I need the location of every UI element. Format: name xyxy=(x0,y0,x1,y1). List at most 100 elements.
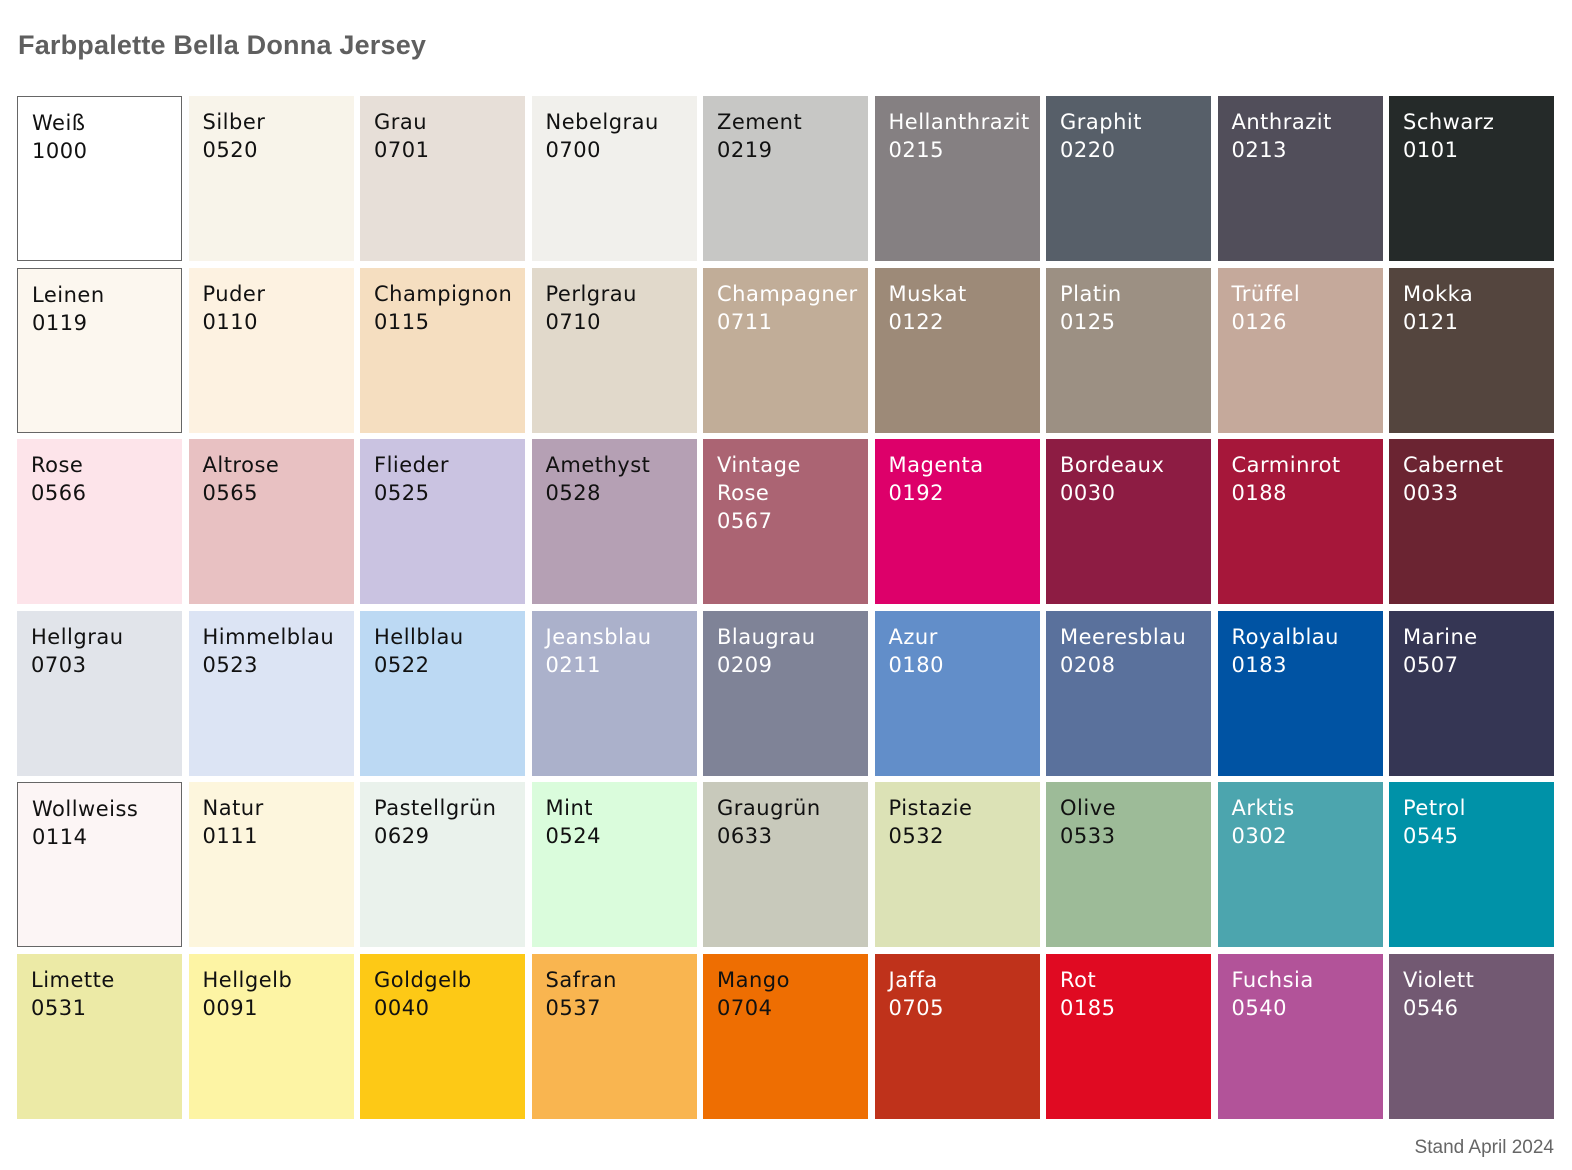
color-name: Graugrün xyxy=(717,796,821,820)
color-swatch: Mokka 0121 xyxy=(1389,267,1554,433)
color-code: 0523 xyxy=(202,652,258,677)
color-code: 0208 xyxy=(1060,652,1116,677)
color-code: 0188 xyxy=(1231,481,1287,505)
color-name: Anthrazit xyxy=(1231,110,1332,134)
color-swatch: Graugrün 0633 xyxy=(703,782,868,947)
color-name: Muskat xyxy=(888,281,967,306)
color-name: Marine xyxy=(1403,624,1478,649)
color-swatch: Mango 0704 xyxy=(703,953,868,1119)
color-swatch: Royalblau 0183 xyxy=(1217,610,1383,776)
color-name: Vintage Rose xyxy=(717,453,801,505)
color-name: Mango xyxy=(717,967,790,992)
color-code: 0537 xyxy=(545,995,601,1020)
color-code: 0525 xyxy=(374,481,430,505)
color-swatch: Weiß 1000 xyxy=(17,96,182,261)
color-code: 0119 xyxy=(32,310,88,335)
color-code: 0110 xyxy=(202,309,258,334)
color-swatch: Rose 0566 xyxy=(17,439,182,604)
color-name: Hellgrau xyxy=(31,624,124,649)
color-swatch: Schwarz 0101 xyxy=(1389,96,1554,261)
color-swatch: Muskat 0122 xyxy=(874,267,1040,433)
color-code: 0629 xyxy=(374,824,430,848)
color-swatch: Platin 0125 xyxy=(1046,267,1211,433)
color-name: Pastellgrün xyxy=(374,796,497,820)
color-code: 0220 xyxy=(1060,138,1116,162)
color-code: 0126 xyxy=(1231,309,1287,334)
color-swatch: Magenta 0192 xyxy=(874,439,1040,604)
color-code: 0531 xyxy=(31,995,87,1020)
color-name: Royalblau xyxy=(1231,624,1339,649)
color-name: Flieder xyxy=(374,453,450,477)
color-code: 0507 xyxy=(1403,652,1459,677)
color-name: Natur xyxy=(202,796,264,820)
color-code: 0209 xyxy=(717,652,773,677)
color-code: 0115 xyxy=(374,309,430,334)
color-code: 0711 xyxy=(717,309,773,334)
color-code: 0540 xyxy=(1231,995,1287,1020)
color-swatch: Grau 0701 xyxy=(360,96,525,261)
color-swatch: Pastellgrün 0629 xyxy=(360,782,525,947)
color-name: Puder xyxy=(202,281,266,306)
color-code: 0192 xyxy=(888,481,944,505)
color-code: 0710 xyxy=(545,309,601,334)
color-code: 0040 xyxy=(374,995,430,1020)
color-swatch: Jaffa 0705 xyxy=(874,953,1040,1119)
color-swatch: Cabernet 0033 xyxy=(1389,439,1554,604)
color-code: 0701 xyxy=(374,138,430,162)
color-code: 0545 xyxy=(1403,824,1459,848)
color-name: Blaugrau xyxy=(717,624,816,649)
color-name: Jaffa xyxy=(888,967,938,992)
color-swatch: Azur 0180 xyxy=(874,610,1040,776)
color-code: 0111 xyxy=(202,824,258,848)
color-swatch: Zement 0219 xyxy=(703,96,868,261)
color-code: 0125 xyxy=(1060,309,1116,334)
color-code: 0633 xyxy=(717,824,773,848)
color-code: 0703 xyxy=(31,652,87,677)
color-swatch: Champignon 0115 xyxy=(360,267,525,433)
color-code: 0185 xyxy=(1060,995,1116,1020)
color-code: 0705 xyxy=(888,995,944,1020)
color-swatch-grid: Weiß 1000 Silber 0520 Grau 0701 Nebelgrau 0700 Z… xyxy=(17,96,1554,1119)
color-swatch: Puder 0110 xyxy=(188,267,354,433)
color-swatch: Hellgrau 0703 xyxy=(17,610,182,776)
color-code: 0101 xyxy=(1403,138,1459,162)
color-name: Violett xyxy=(1403,967,1475,992)
color-name: Hellblau xyxy=(374,624,464,649)
color-code: 0219 xyxy=(717,138,773,162)
color-name: Goldgelb xyxy=(374,967,472,992)
color-swatch: Violett 0546 xyxy=(1389,953,1554,1119)
color-swatch: Altrose 0565 xyxy=(188,439,354,604)
color-swatch: Petrol 0545 xyxy=(1389,782,1554,947)
color-name: Azur xyxy=(888,624,938,649)
color-code: 0183 xyxy=(1231,652,1287,677)
color-code: 0114 xyxy=(32,825,88,849)
color-name: Carminrot xyxy=(1231,453,1341,477)
color-swatch: Flieder 0525 xyxy=(360,439,525,604)
color-swatch: Arktis 0302 xyxy=(1217,782,1383,947)
color-code: 0566 xyxy=(31,481,87,505)
color-code: 0567 xyxy=(717,509,773,533)
color-swatch: Himmelblau 0523 xyxy=(188,610,354,776)
color-code: 0121 xyxy=(1403,309,1459,334)
footer-date: Stand April 2024 xyxy=(1414,1137,1554,1158)
color-name: Limette xyxy=(31,967,115,992)
color-code: 0215 xyxy=(888,138,944,162)
color-swatch: Olive 0533 xyxy=(1046,782,1211,947)
color-code: 0211 xyxy=(545,652,601,677)
color-code: 0030 xyxy=(1060,481,1116,505)
color-swatch: Marine 0507 xyxy=(1389,610,1554,776)
color-swatch: Natur 0111 xyxy=(188,782,354,947)
color-code: 1000 xyxy=(32,139,88,163)
color-code: 0091 xyxy=(202,995,258,1020)
color-name: Champignon xyxy=(374,281,513,306)
color-name: Silber xyxy=(202,110,266,134)
color-code: 0302 xyxy=(1231,824,1287,848)
color-name: Wollweiss xyxy=(32,797,139,821)
color-code: 0180 xyxy=(888,652,944,677)
color-name: Perlgrau xyxy=(545,281,637,306)
color-name: Zement xyxy=(717,110,803,134)
color-swatch: Champagner 0711 xyxy=(703,267,868,433)
color-swatch: Trüffel 0126 xyxy=(1217,267,1383,433)
color-name: Nebelgrau xyxy=(545,110,659,134)
color-swatch: Leinen 0119 xyxy=(17,267,182,433)
